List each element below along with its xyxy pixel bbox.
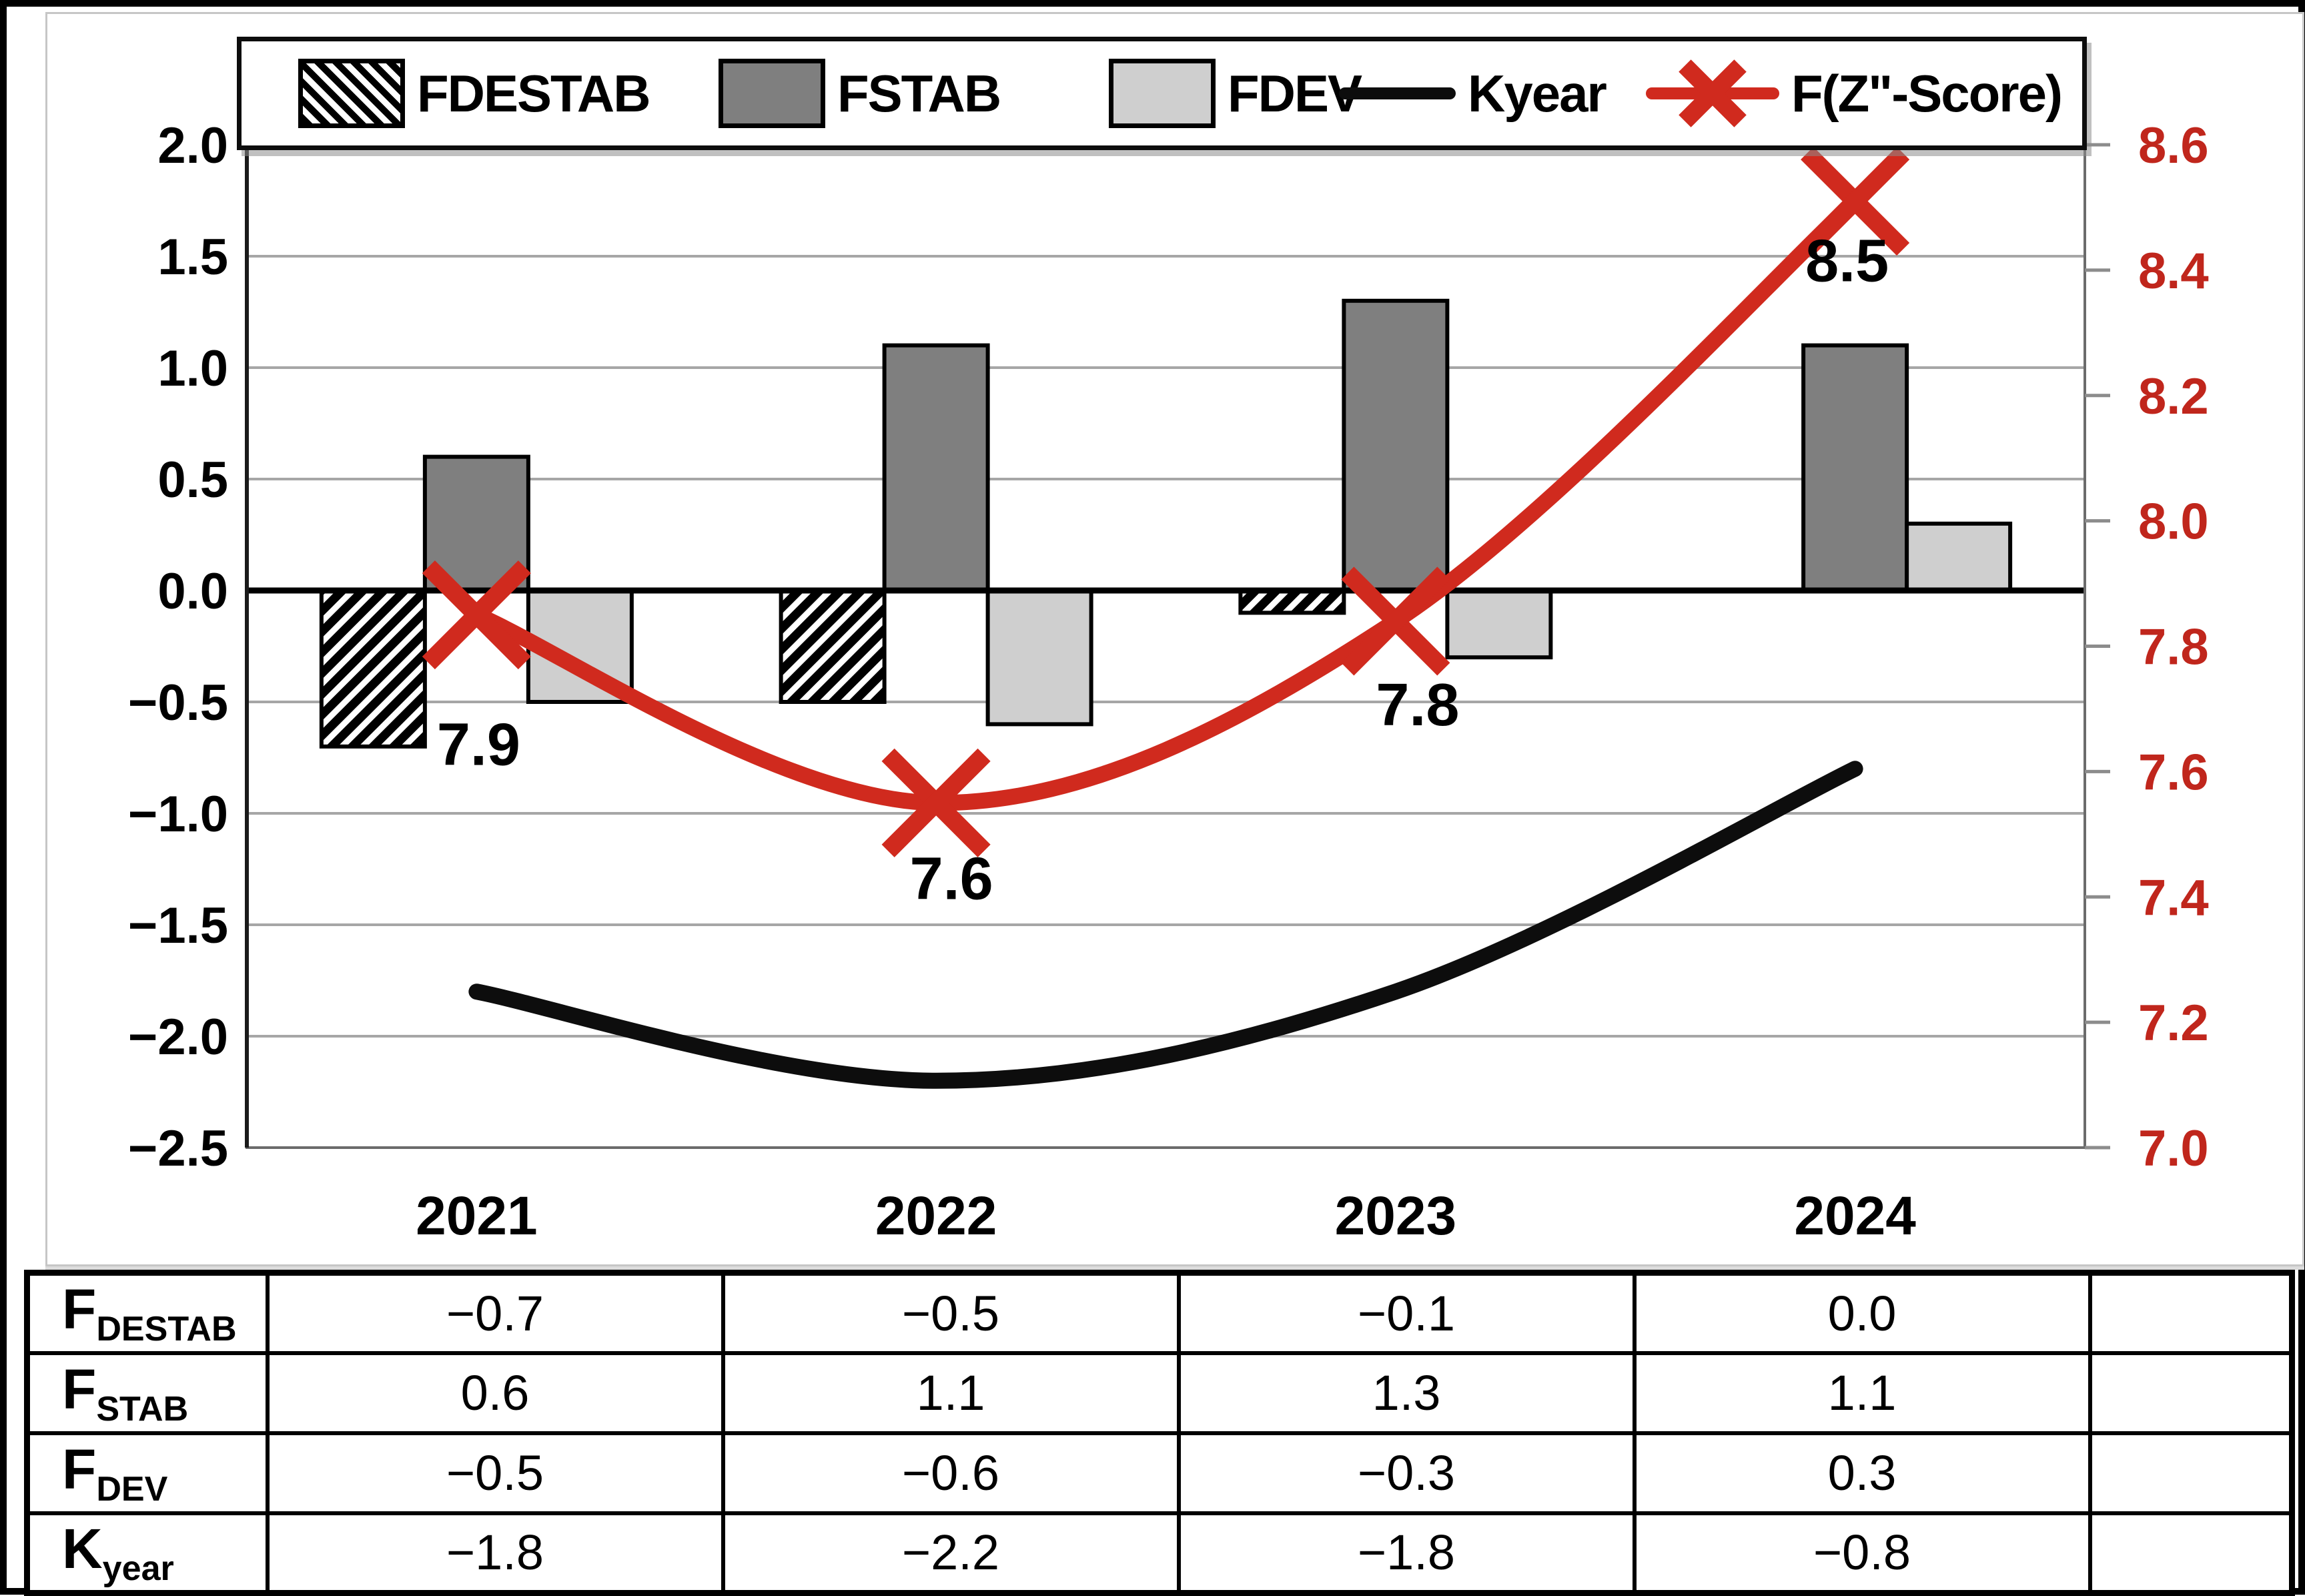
table-row-fdestab: FDESTAB −0.7 −0.5 −0.1 0.0 [25,1270,2294,1355]
right-axis-label: 7.2 [2138,995,2209,1052]
legend-item-fdestab: FDESTAB [298,41,651,145]
bar-fdev-2023 [1445,588,1553,660]
cell-fdestab-2023: −0.1 [1176,1270,1637,1355]
cell-fstab-2022: 1.1 [721,1350,1181,1435]
table-row-fstab: FSTAB 0.6 1.1 1.3 1.1 [25,1350,2294,1435]
fzscore-line-icon [1646,59,1779,127]
year-label: 2022 [875,1186,997,1246]
cell-fdev-2021: −0.5 [265,1431,725,1515]
legend-item-kyear: Kyear [1339,41,1607,145]
legend-label-fzscore: F(Z"-Score) [1791,63,2063,123]
right-axis-label: 8.0 [2138,494,2209,550]
fzscore-data-label: 7.8 [1376,672,1459,739]
legend-item-fzscore: F(Z"-Score) [1646,41,2063,145]
right-axis-label: 8.4 [2138,243,2209,300]
cell-kyear-2021: −1.8 [265,1511,725,1595]
cell-fdestab-2021: −0.7 [265,1270,725,1355]
left-axis-label: −2.5 [128,1120,228,1177]
fzscore-data-label: 7.6 [910,845,993,912]
left-axis-label: −2.0 [128,1009,228,1066]
cell-fdev-2023: −0.3 [1176,1431,1637,1515]
cell-fdestab-extra [2088,1270,2294,1355]
row-label-fdestab: FDESTAB [25,1270,270,1355]
combo-chart: 8.6 8.4 8.2 8.0 7.8 7.6 7.4 7.2 7.0 2.0 1.5 1.0 0.5 0… [128,75,2209,1246]
cell-fdestab-2024: 0.0 [1632,1270,2092,1355]
fzscore-data-label: 7.9 [437,712,520,779]
cell-kyear-2024: −0.8 [1632,1511,2092,1595]
data-table: FDESTAB −0.7 −0.5 −0.1 0.0 FSTAB 0.6 1.1… [24,1270,2295,1596]
year-label: 2023 [1335,1186,1456,1246]
legend-label-kyear: Kyear [1468,63,1607,123]
row-label-kyear: Kyear [25,1511,270,1595]
x-marker [1801,146,1910,256]
cell-fstab-2024: 1.1 [1632,1350,2092,1435]
left-axis-label: 1.0 [157,340,228,397]
bar-fdestab-2021 [319,588,427,749]
left-axis-label: 0.0 [157,563,228,620]
bar-fstab-2022 [882,343,990,592]
legend-label-fstab: FSTAB [837,63,1001,123]
right-axis-label: 7.8 [2138,619,2209,676]
bar-fdestab-2022 [779,588,887,704]
right-axis-label: 8.2 [2138,368,2209,425]
kyear-line [468,761,1863,1089]
kyear-line-icon [1339,87,1456,99]
left-axis-label: −1.5 [128,897,228,954]
table-row-fdev: FDEV −0.5 −0.6 −0.3 0.3 [25,1431,2294,1515]
row-label-fdev: FDEV [25,1431,270,1515]
legend-item-fdev: FDEV [1109,41,1362,145]
fdestab-hatch-swatch-icon [298,59,405,128]
year-label: 2024 [1794,1186,1916,1246]
fzscore-line [468,193,1863,811]
cell-fdev-2022: −0.6 [721,1431,1181,1515]
cell-fstab-2021: 0.6 [265,1350,725,1435]
left-axis-label: −1.0 [128,786,228,843]
chart-legend: FDESTAB FSTAB FDEV Kyear F(Z"-Score) [237,37,2087,150]
fzscore-data-label: 8.5 [1805,228,1889,295]
right-axis-label: 7.4 [2138,869,2209,926]
right-axis-label: 7.6 [2138,744,2209,801]
left-axis-label: 1.5 [157,229,228,286]
left-axis-label: 0.5 [157,452,228,508]
right-axis-label: 7.0 [2138,1120,2209,1177]
bar-fstab-2024 [1801,343,1909,592]
row-label-fstab: FSTAB [25,1350,270,1435]
bar-fdestab-2023 [1238,588,1346,615]
table-row-kyear: Kyear −1.8 −2.2 −1.8 −0.8 [25,1511,2294,1595]
cell-fdev-2024: 0.3 [1632,1431,2092,1515]
x-marker [422,560,531,670]
cell-fdestab-2022: −0.5 [721,1270,1181,1355]
bar-fdev-2022 [985,588,1093,727]
cell-fdev-extra [2088,1431,2294,1515]
cell-kyear-2023: −1.8 [1176,1511,1637,1595]
bar-fdev-2024 [1905,521,2013,592]
legend-label-fdestab: FDESTAB [417,63,651,123]
right-axis-label: 8.6 [2138,117,2209,174]
legend-item-fstab: FSTAB [719,41,1001,145]
x-marker-icon [1679,59,1747,127]
fstab-swatch-icon [719,59,825,128]
x-marker [881,748,991,857]
left-axis-label: −0.5 [128,675,228,731]
fdev-swatch-icon [1109,59,1216,128]
left-axis-label: 2.0 [157,117,228,174]
year-label: 2021 [416,1186,537,1246]
x-marker [1341,566,1450,676]
cell-kyear-2022: −2.2 [721,1511,1181,1595]
bar-fstab-2023 [1342,298,1450,592]
cell-kyear-extra [2088,1511,2294,1595]
cell-fstab-2023: 1.3 [1176,1350,1637,1435]
cell-fstab-extra [2088,1350,2294,1435]
